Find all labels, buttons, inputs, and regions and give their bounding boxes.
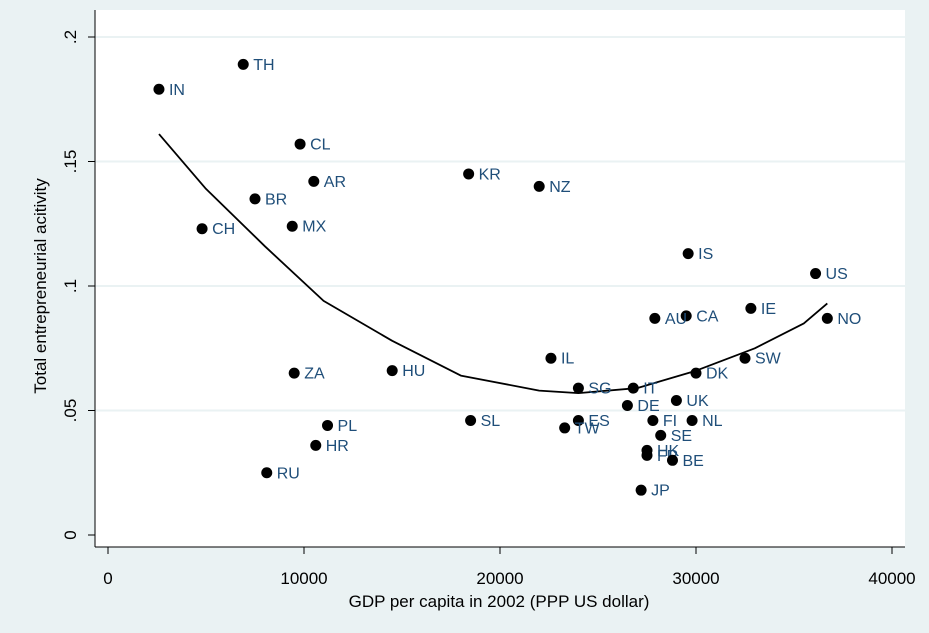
point-label-ar: AR [324, 174, 346, 191]
point-label-za: ZA [304, 366, 325, 383]
data-point-pl [322, 419, 334, 431]
y-tick-label: 0 [61, 530, 80, 539]
x-tick-label: 10000 [280, 569, 327, 588]
data-point-us [810, 268, 822, 280]
point-label-fi: FI [663, 413, 677, 430]
data-point-sg [572, 382, 584, 394]
point-label-be: BE [682, 453, 703, 470]
axes: 0 .05 .1 .15 .2 0 10000 20000 30000 40000 [61, 10, 916, 588]
point-label-es: ES [588, 413, 609, 430]
x-tick-label: 20000 [476, 569, 523, 588]
data-point-se [655, 429, 667, 441]
point-label-mx: MX [302, 219, 326, 236]
data-point-au [649, 312, 661, 324]
data-point-is [682, 248, 694, 260]
y-tick-label: .1 [61, 279, 80, 293]
fit-line [158, 133, 828, 394]
point-label-no: NO [837, 311, 861, 328]
data-point-br [249, 193, 261, 205]
x-axis-label: GDP per capita in 2002 (PPP US dollar) [349, 592, 650, 611]
x-tick-label: 0 [103, 569, 112, 588]
data-point-jp [635, 484, 647, 496]
data-points: IN TH CL AR BR CH MX KR NZ IS US IE NO CA AU SW DK IL HU ZA… [153, 57, 861, 500]
data-point-nz [533, 180, 545, 192]
data-point-hu [386, 365, 398, 377]
data-point-es [572, 414, 584, 426]
point-label-nz: NZ [549, 179, 571, 196]
data-point-cl [294, 138, 306, 150]
y-axis-label: Total entrepreneurial acitivity [31, 178, 50, 394]
data-point-it [627, 382, 639, 394]
point-label-il: IL [561, 351, 574, 368]
data-point-be [666, 454, 678, 466]
data-point-de [621, 400, 633, 412]
point-label-uk: UK [686, 393, 709, 410]
data-point-sl [465, 414, 477, 426]
point-label-dk: DK [706, 366, 729, 383]
fit-line-group [158, 133, 828, 394]
point-label-sg: SG [588, 381, 611, 398]
point-label-ru: RU [277, 465, 300, 482]
point-label-sw: SW [755, 351, 782, 368]
data-point-ru [261, 467, 273, 479]
point-label-sl: SL [481, 413, 501, 430]
plot-area [95, 10, 905, 547]
point-label-th: TH [253, 57, 274, 74]
point-label-ie: IE [761, 301, 776, 318]
x-tick-label: 40000 [868, 569, 915, 588]
point-label-cl: CL [310, 137, 331, 154]
data-point-no [821, 312, 833, 324]
point-label-pl: PL [338, 418, 358, 435]
point-label-ca: CA [696, 308, 719, 325]
point-label-in: IN [169, 82, 185, 99]
point-label-se: SE [671, 428, 692, 445]
point-label-ch: CH [212, 221, 235, 238]
point-label-de: DE [637, 398, 659, 415]
point-label-hr: HR [326, 438, 349, 455]
point-label-us: US [826, 266, 848, 283]
data-point-ie [745, 302, 757, 314]
data-point-fi [647, 414, 659, 426]
data-point-sw [739, 352, 751, 364]
point-label-jp: JP [651, 483, 670, 500]
data-point-uk [670, 395, 682, 407]
data-point-il [545, 352, 557, 364]
y-tick-label: .05 [61, 399, 80, 423]
data-point-ar [308, 175, 320, 187]
point-label-br: BR [265, 191, 287, 208]
data-point-kr [463, 168, 475, 180]
y-tick-label: .2 [61, 30, 80, 44]
data-point-ca [680, 310, 692, 322]
point-label-nl: NL [702, 413, 723, 430]
data-point-hr [310, 439, 322, 451]
data-point-ch [196, 223, 208, 235]
x-tick-label: 30000 [672, 569, 719, 588]
data-point-mx [286, 220, 298, 232]
data-point-in [153, 83, 165, 95]
data-point-th [237, 58, 249, 70]
point-label-it: IT [643, 381, 657, 398]
point-label-tw: TW [575, 420, 601, 437]
data-point-dk [690, 367, 702, 379]
y-tick-label: .15 [61, 150, 80, 174]
grid-lines [95, 36, 905, 412]
data-point-fr [641, 449, 653, 461]
point-label-kr: KR [479, 166, 501, 183]
data-point-za [288, 367, 300, 379]
point-label-is: IS [698, 246, 713, 263]
point-label-hu: HU [402, 363, 425, 380]
data-point-tw [559, 422, 571, 434]
point-label-au: AU [665, 311, 687, 328]
data-point-nl [686, 414, 698, 426]
